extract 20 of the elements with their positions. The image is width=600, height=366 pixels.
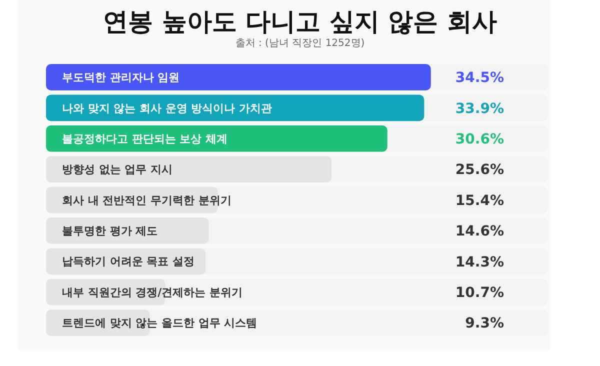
data-label: 9.3% [465, 316, 504, 332]
y-tick-label: 나와 맞지 않는 회사 운영 방식이나 가치관 [62, 102, 272, 115]
data-label: 25.6% [455, 162, 504, 178]
y-tick-label: 내부 직원간의 경쟁/견제하는 분위기 [62, 286, 243, 299]
data-label: 15.4% [455, 192, 504, 209]
y-tick-label: 부도덕한 관리자나 임원 [62, 71, 180, 84]
chart-subtitle: 출처 : (남녀 직장인 1252명) [235, 38, 365, 49]
data-label: 10.7% [455, 285, 504, 301]
y-tick-label: 방향성 없는 업무 지시 [62, 163, 172, 176]
data-label: 30.6% [455, 132, 504, 148]
y-tick-label: 불투명한 평가 제도 [62, 224, 158, 238]
y-tick-label: 회사 내 전반적인 무기력한 분위기 [62, 194, 232, 207]
data-label: 14.6% [455, 224, 504, 240]
y-tick-label: 트렌드에 맞지 않는 올드한 업무 시스템 [62, 316, 258, 330]
y-tick-label: 납득하기 어려운 목표 설정 [62, 255, 194, 268]
data-label: 34.5% [455, 70, 504, 86]
y-tick-label: 불공정하다고 판단되는 보상 체계 [62, 132, 228, 146]
data-label: 33.9% [455, 100, 504, 117]
chart-title: 연봉 높아도 다니고 싶지 않은 회사 [103, 7, 497, 36]
data-label: 14.3% [455, 254, 504, 270]
